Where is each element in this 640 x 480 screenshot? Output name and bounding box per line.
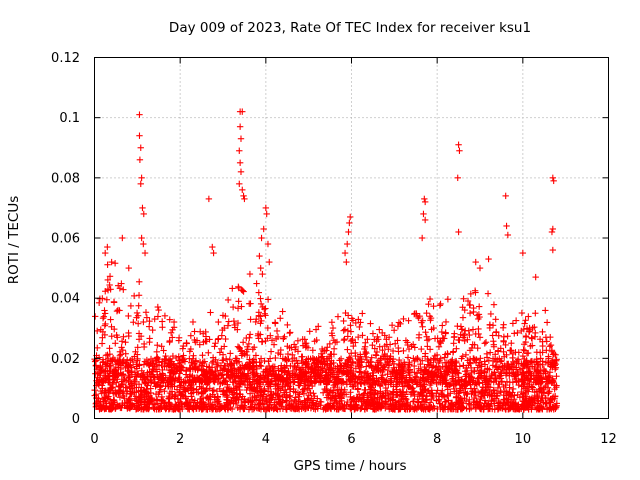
- x-axis-label: GPS time / hours: [293, 458, 406, 474]
- data-point: [257, 355, 265, 362]
- data-point: [98, 390, 105, 397]
- data-point: [342, 391, 350, 398]
- data-point: [492, 363, 499, 370]
- data-point: [186, 355, 193, 362]
- data-point: [501, 396, 508, 403]
- x-tick-label: 6: [347, 432, 355, 447]
- data-point: [471, 394, 478, 402]
- data-point: [434, 387, 441, 394]
- data-point: [119, 399, 126, 407]
- data-point: [178, 391, 186, 398]
- data-point: [287, 392, 294, 399]
- data-point: [452, 393, 460, 401]
- y-tick-label: 0.12: [51, 51, 80, 66]
- data-point: [500, 383, 507, 391]
- data-point: [525, 388, 532, 395]
- y-tick-label: 0.1: [59, 111, 80, 126]
- data-point: [446, 382, 454, 389]
- data-point: [553, 356, 560, 363]
- x-tick-label: 12: [600, 432, 617, 447]
- data-point: [447, 400, 455, 407]
- data-point: [210, 386, 218, 394]
- data-point: [161, 388, 168, 395]
- data-point: [173, 386, 181, 393]
- data-point: [477, 355, 484, 362]
- y-tick-label: 0.06: [51, 232, 80, 247]
- x-tick-label: 0: [90, 432, 98, 447]
- data-point: [417, 360, 424, 368]
- y-tick-label: 0.04: [51, 292, 80, 307]
- data-points: [91, 108, 561, 413]
- data-point: [497, 389, 505, 396]
- data-point: [246, 390, 254, 397]
- data-point: [328, 395, 336, 403]
- data-point: [168, 388, 176, 395]
- x-tick-label: 10: [515, 432, 532, 447]
- x-tick-label: 2: [176, 432, 184, 447]
- data-point: [442, 363, 449, 371]
- y-axis-label: ROTI / TECUs: [6, 196, 22, 284]
- y-tick-label: 0.02: [51, 352, 80, 367]
- x-tick-label: 8: [433, 432, 441, 447]
- y-tick-label: 0.08: [51, 171, 80, 186]
- chart-title: Day 009 of 2023, Rate Of TEC Index for r…: [169, 20, 531, 36]
- data-point: [265, 362, 273, 370]
- y-tick-label: 0: [72, 412, 80, 427]
- data-point: [363, 363, 370, 370]
- data-point: [138, 367, 145, 374]
- data-point: [497, 387, 504, 395]
- x-tick-label: 4: [262, 432, 270, 447]
- data-point: [368, 384, 375, 392]
- data-point: [485, 357, 493, 364]
- data-point: [370, 369, 377, 377]
